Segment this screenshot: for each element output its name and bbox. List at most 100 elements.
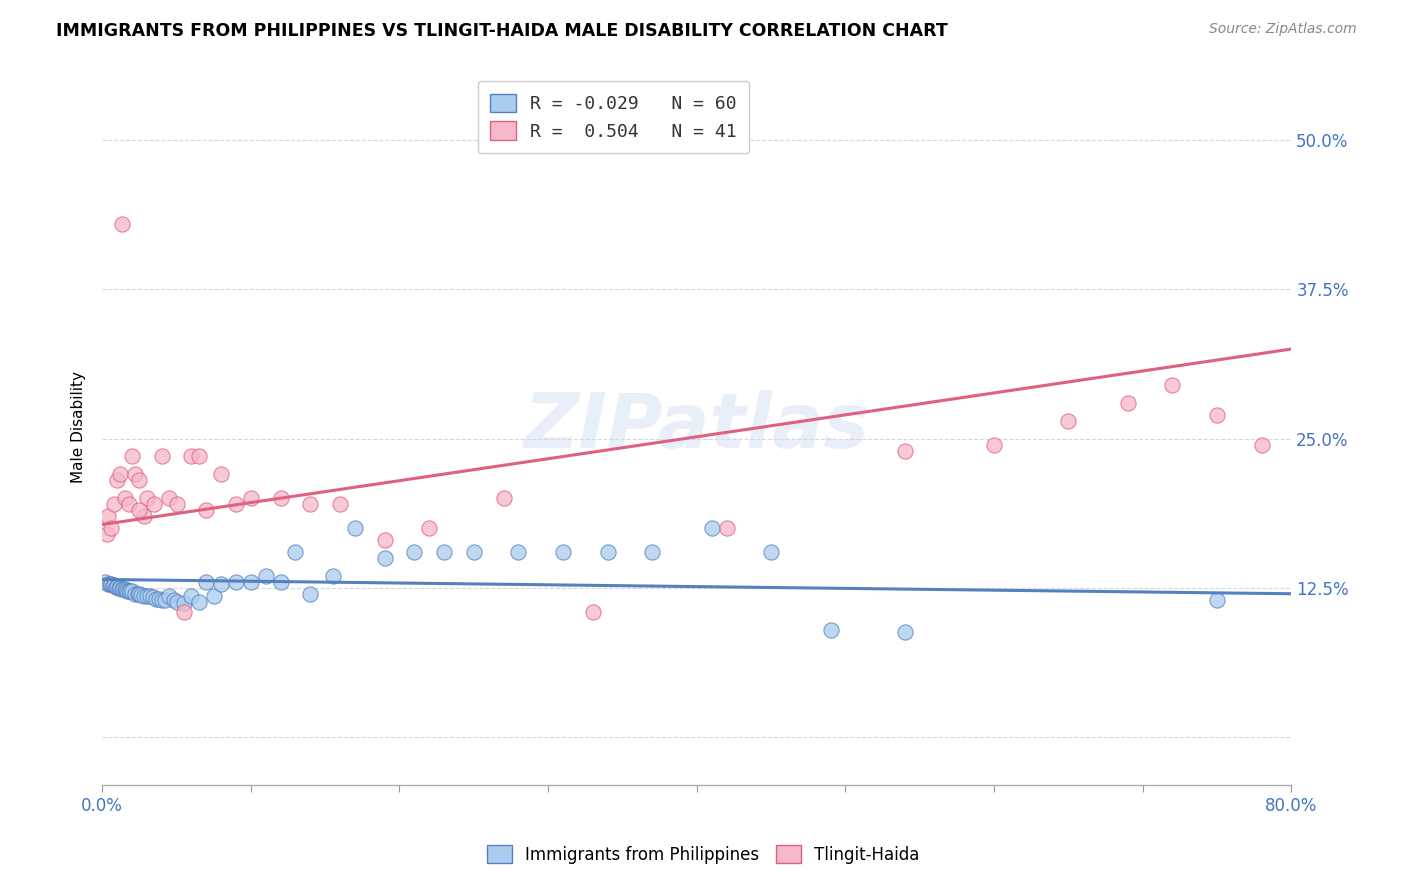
Point bbox=[128, 474, 150, 488]
Point bbox=[103, 497, 125, 511]
Point bbox=[166, 595, 188, 609]
Point bbox=[98, 577, 121, 591]
Point bbox=[187, 450, 209, 464]
Point bbox=[270, 491, 292, 506]
Point bbox=[820, 623, 842, 637]
Point bbox=[173, 596, 195, 610]
Point bbox=[322, 569, 344, 583]
Point bbox=[596, 545, 619, 559]
Point bbox=[124, 467, 146, 482]
Point bbox=[108, 467, 131, 482]
Point bbox=[97, 577, 120, 591]
Point bbox=[508, 545, 530, 559]
Point bbox=[463, 545, 485, 559]
Point bbox=[582, 605, 605, 619]
Point bbox=[1057, 414, 1080, 428]
Point bbox=[150, 450, 173, 464]
Point bbox=[132, 589, 155, 603]
Point bbox=[132, 509, 155, 524]
Point bbox=[145, 591, 167, 606]
Text: Source: ZipAtlas.com: Source: ZipAtlas.com bbox=[1209, 22, 1357, 37]
Point bbox=[894, 624, 917, 639]
Point bbox=[162, 592, 184, 607]
Point bbox=[374, 551, 396, 566]
Point bbox=[135, 491, 157, 506]
Point bbox=[299, 587, 322, 601]
Point bbox=[127, 587, 149, 601]
Point bbox=[225, 497, 247, 511]
Point bbox=[299, 497, 322, 511]
Point bbox=[254, 569, 277, 583]
Point bbox=[120, 584, 142, 599]
Legend: Immigrants from Philippines, Tlingit-Haida: Immigrants from Philippines, Tlingit-Hai… bbox=[479, 838, 927, 871]
Point bbox=[124, 587, 146, 601]
Point bbox=[983, 437, 1005, 451]
Y-axis label: Male Disability: Male Disability bbox=[72, 371, 86, 483]
Point bbox=[108, 581, 131, 595]
Point bbox=[641, 545, 664, 559]
Point bbox=[157, 491, 180, 506]
Point bbox=[195, 574, 218, 589]
Point bbox=[716, 521, 738, 535]
Point bbox=[209, 467, 232, 482]
Point bbox=[100, 521, 122, 535]
Point bbox=[1116, 396, 1139, 410]
Point bbox=[128, 587, 150, 601]
Point bbox=[1250, 437, 1272, 451]
Point bbox=[1206, 408, 1229, 422]
Point bbox=[143, 497, 166, 511]
Point bbox=[139, 589, 162, 603]
Text: ZIPatlas: ZIPatlas bbox=[524, 390, 870, 464]
Point bbox=[128, 503, 150, 517]
Point bbox=[404, 545, 426, 559]
Point bbox=[157, 589, 180, 603]
Point bbox=[180, 589, 202, 603]
Point bbox=[166, 497, 188, 511]
Point bbox=[105, 580, 128, 594]
Point bbox=[202, 589, 225, 603]
Point bbox=[101, 578, 124, 592]
Point bbox=[142, 591, 165, 605]
Point bbox=[121, 450, 143, 464]
Point bbox=[173, 605, 195, 619]
Point bbox=[94, 574, 117, 589]
Legend: R = -0.029   N = 60, R =  0.504   N = 41: R = -0.029 N = 60, R = 0.504 N = 41 bbox=[478, 81, 749, 153]
Point bbox=[111, 582, 134, 596]
Point bbox=[1206, 592, 1229, 607]
Point bbox=[115, 583, 138, 598]
Point bbox=[270, 574, 292, 589]
Point bbox=[1161, 377, 1184, 392]
Point bbox=[239, 491, 262, 506]
Point bbox=[343, 521, 366, 535]
Point bbox=[894, 443, 917, 458]
Point bbox=[114, 491, 136, 506]
Point bbox=[121, 584, 143, 599]
Point bbox=[148, 591, 170, 606]
Point bbox=[118, 497, 141, 511]
Point bbox=[759, 545, 782, 559]
Point bbox=[187, 595, 209, 609]
Point bbox=[110, 582, 132, 596]
Point bbox=[551, 545, 574, 559]
Point bbox=[150, 592, 173, 607]
Point bbox=[97, 509, 120, 524]
Point bbox=[433, 545, 456, 559]
Point bbox=[104, 580, 127, 594]
Point bbox=[118, 584, 141, 599]
Point bbox=[117, 584, 139, 599]
Point bbox=[374, 533, 396, 547]
Point bbox=[96, 527, 118, 541]
Point bbox=[180, 450, 202, 464]
Point bbox=[209, 577, 232, 591]
Point bbox=[105, 474, 128, 488]
Point bbox=[700, 521, 723, 535]
Point bbox=[100, 577, 122, 591]
Point bbox=[195, 503, 218, 517]
Point bbox=[239, 574, 262, 589]
Point bbox=[110, 217, 132, 231]
Point bbox=[107, 581, 129, 595]
Text: IMMIGRANTS FROM PHILIPPINES VS TLINGIT-HAIDA MALE DISABILITY CORRELATION CHART: IMMIGRANTS FROM PHILIPPINES VS TLINGIT-H… bbox=[56, 22, 948, 40]
Point bbox=[225, 574, 247, 589]
Point bbox=[103, 578, 125, 592]
Point bbox=[114, 582, 136, 596]
